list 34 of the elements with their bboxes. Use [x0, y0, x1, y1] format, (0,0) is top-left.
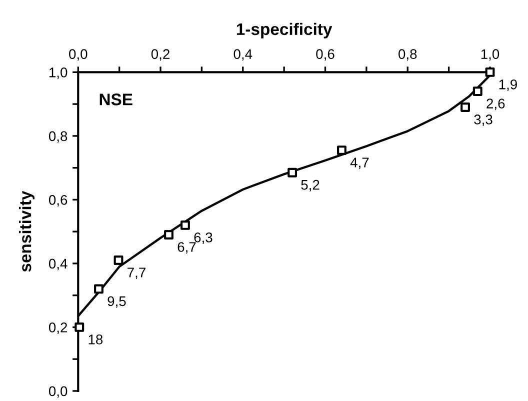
point — [472, 86, 482, 96]
annotation: 4,7 — [350, 158, 369, 170]
y-tick-label: 0,6 — [48, 195, 68, 207]
point — [337, 146, 346, 156]
annotation: 6,3 — [194, 232, 212, 244]
y-tick-label: 1,0 — [49, 68, 68, 79]
y-tick-label: 0,2 — [48, 322, 68, 334]
x-tick-label: 0,2 — [151, 49, 170, 61]
point — [460, 102, 470, 112]
point — [114, 256, 124, 265]
annotation: 9,5 — [108, 296, 126, 308]
y-tick-label: 0,0 — [48, 386, 68, 398]
annotation: 1,9 — [499, 79, 517, 91]
annotation: 3,3 — [474, 114, 492, 126]
y-tick-label: 0,8 — [48, 131, 68, 143]
x-tick-label: 0,6 — [316, 49, 334, 61]
point — [288, 168, 298, 178]
x-tick-label: 1,0 — [481, 49, 500, 61]
x-tick-label: 0,0 — [69, 49, 88, 61]
annotation: NSE — [100, 94, 132, 106]
point — [180, 220, 190, 230]
point — [94, 284, 104, 294]
x-tick-label: 0,4 — [234, 49, 252, 61]
point — [164, 230, 174, 240]
annotation: 6,7 — [178, 242, 196, 254]
annotation: 2,6 — [486, 98, 505, 110]
x-tick-label: 0,8 — [398, 49, 417, 61]
annotation: 18 — [88, 334, 103, 344]
annotation: 5,2 — [301, 180, 320, 192]
point — [74, 322, 84, 332]
x-axis-title: 1-specificity — [236, 22, 332, 38]
annotation: 7,7 — [128, 268, 146, 280]
y-tick-label: 0,4 — [48, 258, 68, 270]
y-axis-title: sensitivity — [18, 190, 35, 272]
